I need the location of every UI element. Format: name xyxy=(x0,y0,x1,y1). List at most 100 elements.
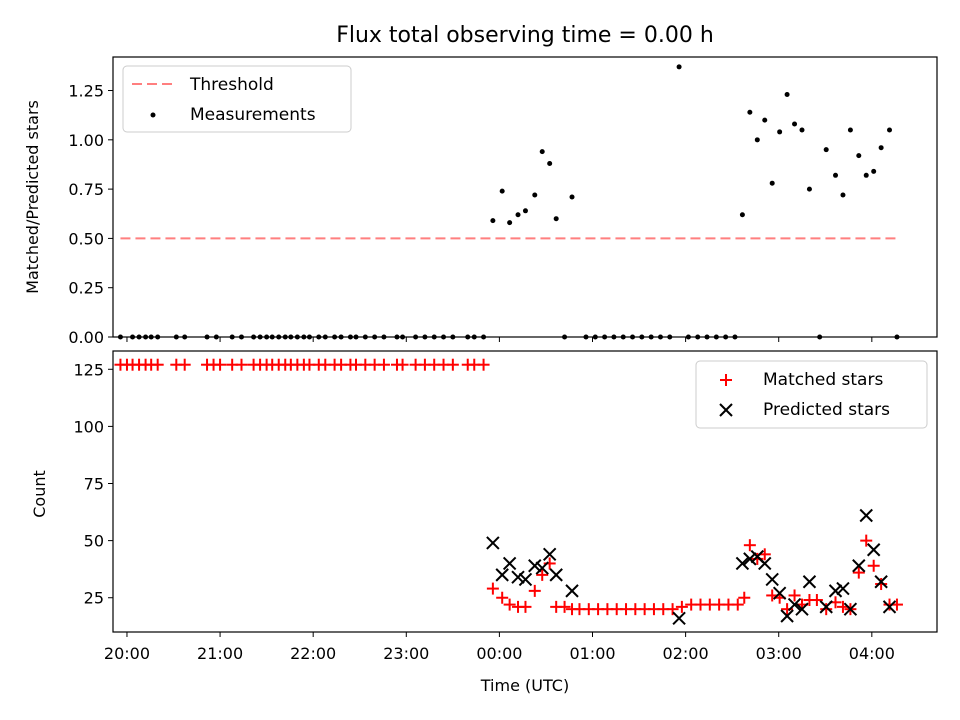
predicted-star-marker xyxy=(874,575,888,589)
predicted-star-marker xyxy=(882,600,897,614)
predicted-star-marker xyxy=(549,568,563,582)
measurement-point xyxy=(833,172,839,178)
matched-star-marker xyxy=(860,534,873,547)
predicted-star-marker xyxy=(787,597,802,612)
measurement-point xyxy=(777,129,783,135)
predicted-star-marker xyxy=(795,602,809,616)
measurement-point xyxy=(532,192,538,198)
measurement-point xyxy=(823,147,829,153)
top-legend: Threshold Measurements xyxy=(122,65,352,133)
top-y-tick-label: 0.00 xyxy=(68,328,104,347)
bottom-x-tick-label: 00:00 xyxy=(476,644,522,663)
top-y-tick-label: 1.25 xyxy=(68,82,104,101)
bottom-legend: Matched stars Predicted stars xyxy=(695,360,928,429)
measurement-point xyxy=(522,208,528,214)
matched-star-marker xyxy=(528,584,541,597)
legend-measurements-marker xyxy=(150,112,156,118)
top-y-tick-label: 1.00 xyxy=(68,131,104,150)
predicted-star-marker xyxy=(852,559,866,573)
measurement-point xyxy=(553,216,559,222)
predicted-star-marker xyxy=(565,584,579,598)
matched-star-marker xyxy=(875,578,888,591)
measurement-point xyxy=(676,64,682,70)
predicted-star-marker xyxy=(772,586,787,600)
predicted-star-marker xyxy=(518,572,533,587)
measurement-point xyxy=(792,121,798,127)
measurement-point xyxy=(739,212,745,218)
predicted-star-marker xyxy=(780,609,794,623)
bottom-y-axis-label: Count xyxy=(30,470,49,518)
measurement-point xyxy=(499,188,505,194)
measurement-point xyxy=(507,220,513,226)
predicted-star-marker xyxy=(502,556,517,571)
measurement-point xyxy=(539,149,545,155)
measurement-point xyxy=(799,127,805,133)
measurement-point xyxy=(806,186,812,192)
bottom-y-tick-label: 100 xyxy=(73,417,104,436)
matched-star-marker xyxy=(235,358,248,371)
matched-star-marker xyxy=(519,600,532,613)
top-y-axis-label: Matched/Predicted stars xyxy=(23,100,42,294)
legend-matched-marker xyxy=(720,374,732,386)
x-axis-label: Time (UTC) xyxy=(480,676,569,695)
matched-star-marker xyxy=(738,591,751,604)
matched-star-marker xyxy=(788,589,801,602)
matched-star-marker xyxy=(446,358,459,371)
bottom-x-tick-label: 22:00 xyxy=(290,644,336,663)
top-plot-area xyxy=(117,64,900,340)
measurement-point xyxy=(769,180,775,186)
predicted-star-marker xyxy=(535,561,549,575)
bottom-x-tick-label: 21:00 xyxy=(197,644,243,663)
matched-star-marker xyxy=(178,358,191,371)
measurement-point xyxy=(754,137,760,143)
matched-star-marker xyxy=(396,358,409,371)
predicted-star-marker xyxy=(672,611,686,625)
predicted-star-marker xyxy=(819,600,833,614)
predicted-star-marker xyxy=(859,508,873,523)
predicted-star-marker xyxy=(511,570,525,584)
top-legend-box xyxy=(122,65,352,133)
predicted-star-marker xyxy=(836,581,850,596)
matched-star-marker xyxy=(675,600,688,613)
matched-star-marker xyxy=(867,559,880,572)
top-y-tick-label: 0.25 xyxy=(68,279,104,298)
predicted-star-marker xyxy=(843,602,858,616)
predicted-star-marker xyxy=(528,559,542,573)
top-y-tick-label: 0.50 xyxy=(68,229,104,248)
matched-star-marker xyxy=(810,594,823,607)
matched-star-marker xyxy=(536,568,549,581)
matched-star-marker xyxy=(377,358,390,371)
bottom-x-tick-label: 03:00 xyxy=(756,644,802,663)
measurement-point xyxy=(856,153,862,159)
matched-star-marker xyxy=(852,566,865,579)
bottom-y-tick-label: 75 xyxy=(84,475,104,494)
measurement-point xyxy=(784,91,790,97)
measurement-point xyxy=(747,109,753,115)
bottom-x-tick-label: 20:00 xyxy=(104,644,150,663)
bottom-axes-frame xyxy=(112,350,938,633)
matched-star-marker xyxy=(477,358,490,371)
top-y-tick-label: 0.75 xyxy=(68,180,104,199)
measurement-point xyxy=(847,127,853,133)
measurement-point xyxy=(490,218,496,224)
bottom-x-tick-label: 01:00 xyxy=(569,644,615,663)
matched-star-marker xyxy=(503,598,516,611)
bottom-y-tick-label: 50 xyxy=(84,532,104,551)
matched-star-marker xyxy=(558,600,571,613)
legend-matched-label: Matched stars xyxy=(763,370,883,390)
legend-threshold-label: Threshold xyxy=(189,75,274,95)
measurement-point xyxy=(863,172,869,178)
bottom-legend-box xyxy=(695,360,928,429)
predicted-star-marker xyxy=(743,552,757,566)
bottom-y-tick-label: 25 xyxy=(84,589,104,608)
bottom-x-tick-label: 04:00 xyxy=(849,644,895,663)
predicted-star-marker xyxy=(735,556,750,571)
measurement-point xyxy=(887,127,893,133)
bottom-plot-area xyxy=(114,358,903,625)
bottom-x-tick-label: 02:00 xyxy=(663,644,709,663)
measurement-point xyxy=(840,192,846,198)
bottom-axis-ticks: 25 50 75 100 125 20:00 21:00 22:00 23:00 00:00 01:… xyxy=(73,360,894,663)
bottom-x-tick-label: 23:00 xyxy=(383,644,429,663)
predicted-star-marker xyxy=(542,547,557,562)
